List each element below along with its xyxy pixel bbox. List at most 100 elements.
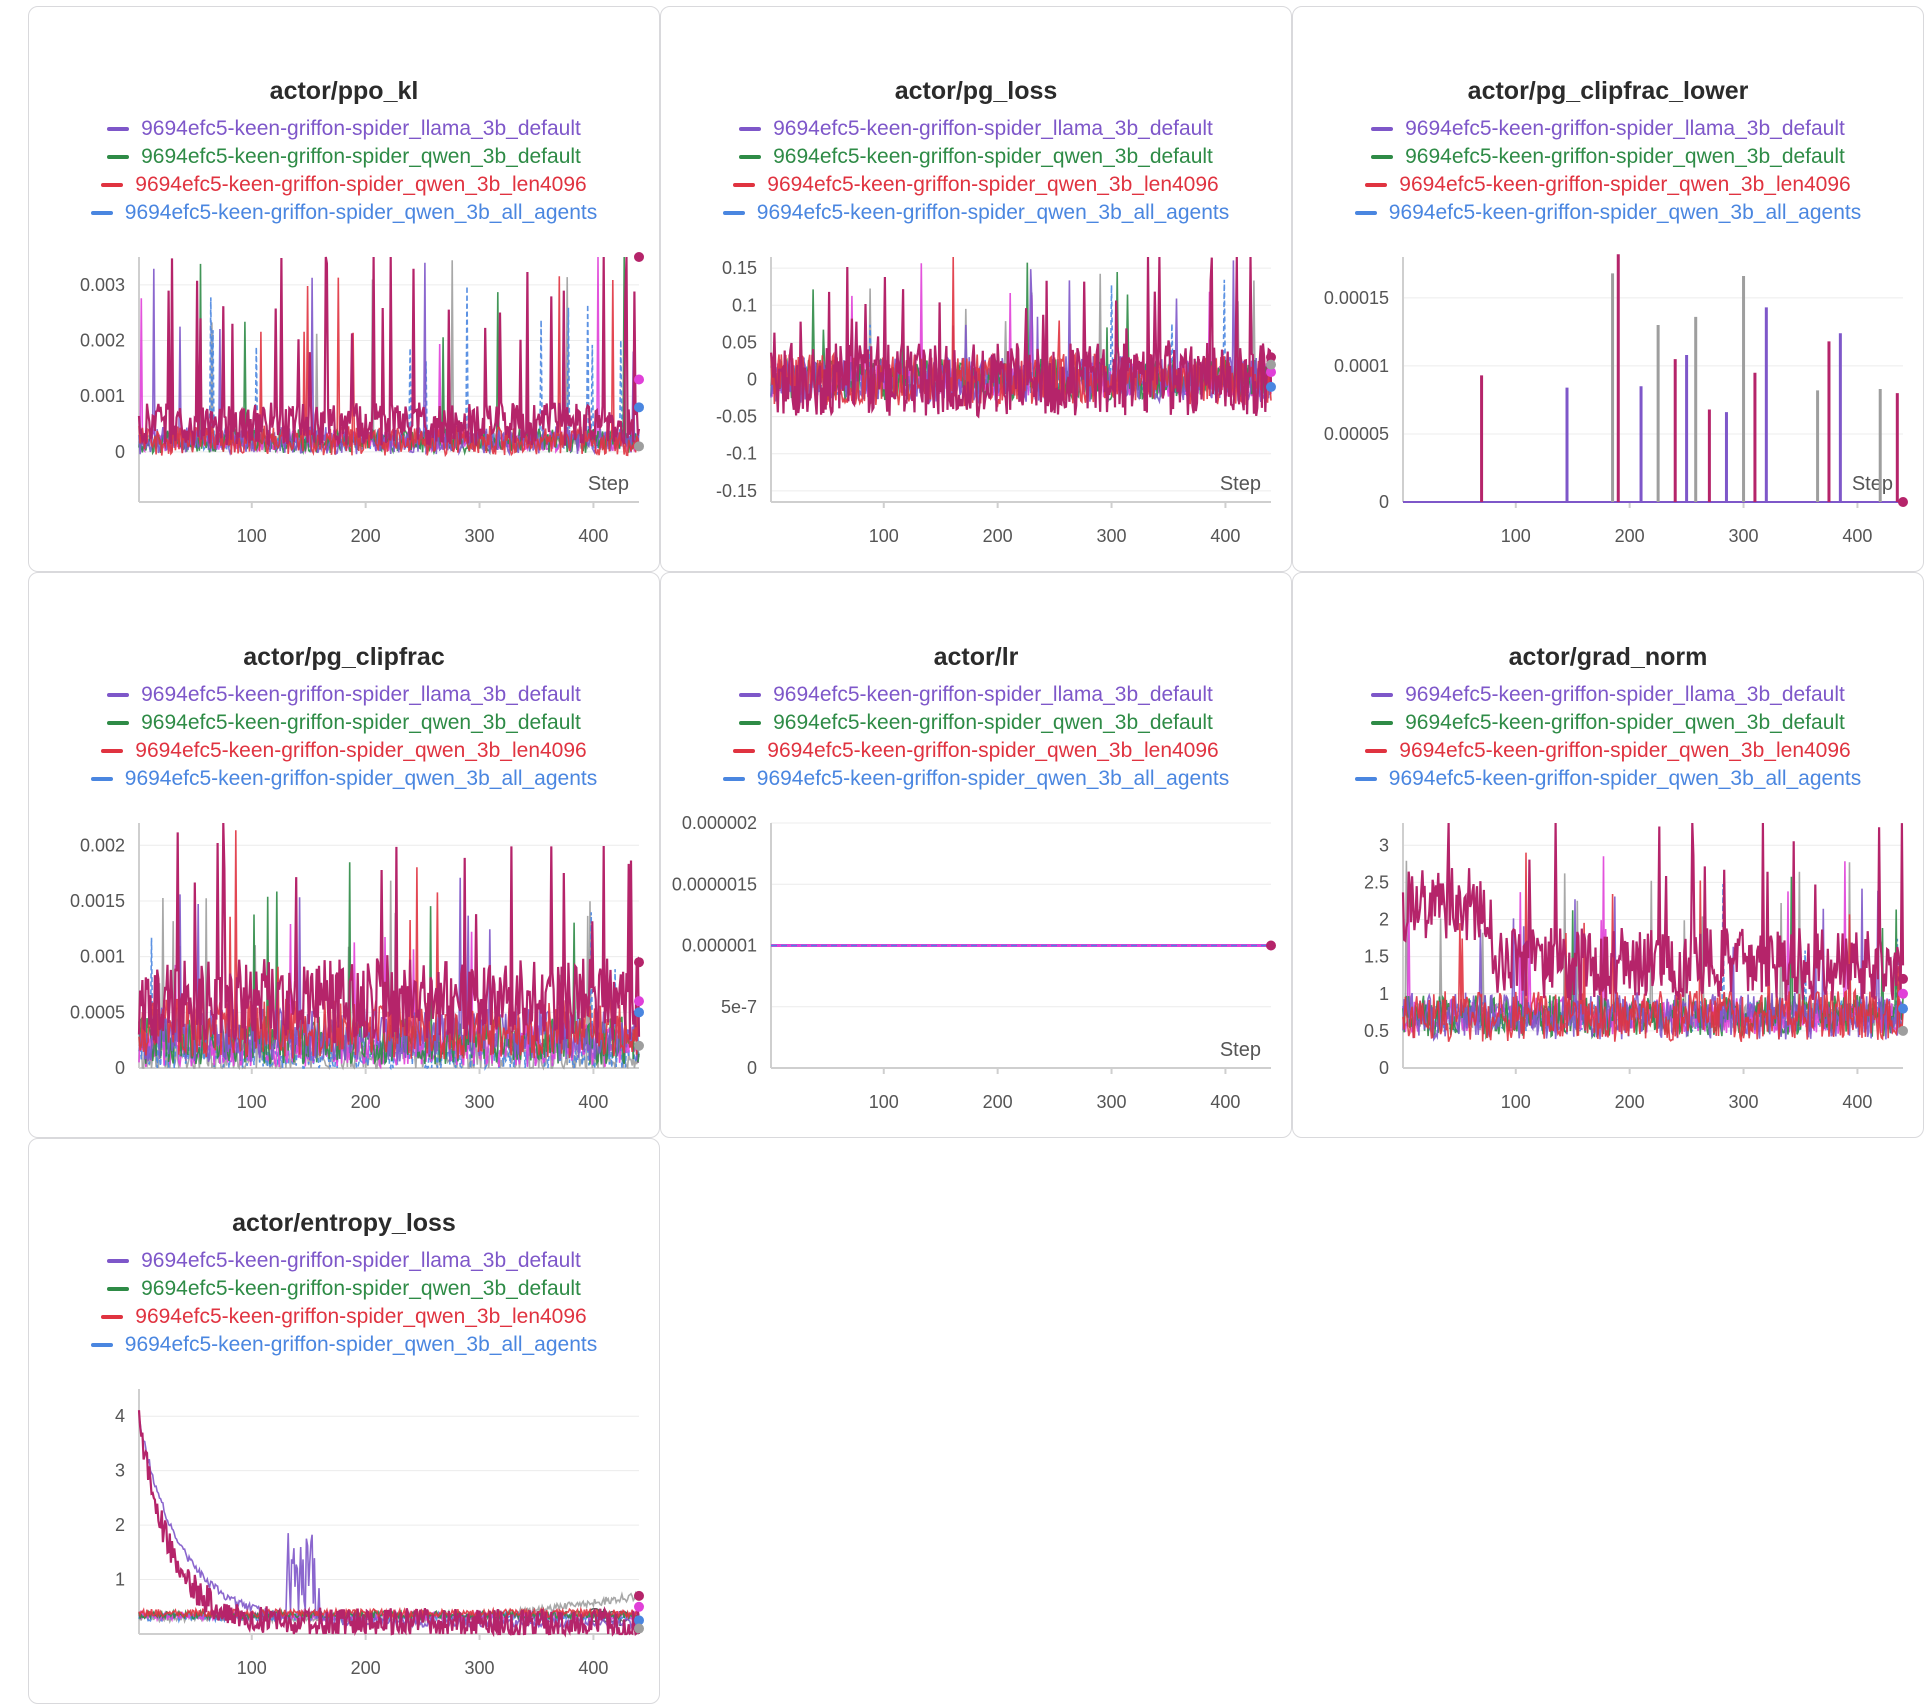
x-tick-label: 300 bbox=[1729, 526, 1759, 546]
chart-title: actor/pg_clipfrac_lower bbox=[1467, 77, 1749, 105]
legend-item[interactable]: 9694efc5-keen-griffon-spider_qwen_3b_len… bbox=[1293, 171, 1923, 199]
legend-item[interactable]: 9694efc5-keen-griffon-spider_qwen_3b_all… bbox=[1293, 765, 1923, 793]
series-end-point[interactable] bbox=[1898, 497, 1908, 507]
x-tick-label: 400 bbox=[1210, 1092, 1240, 1112]
y-tick-label: 0.002 bbox=[80, 835, 125, 855]
chart-legend: 9694efc5-keen-griffon-spider_llama_3b_de… bbox=[1293, 115, 1923, 227]
x-tick-label: 400 bbox=[578, 526, 608, 546]
y-tick-label: 0.0001 bbox=[1334, 356, 1389, 376]
series-end-point[interactable] bbox=[634, 1623, 644, 1634]
legend-item[interactable]: 9694efc5-keen-griffon-spider_qwen_3b_def… bbox=[661, 709, 1291, 737]
legend-swatch bbox=[739, 693, 762, 698]
x-tick-label: 400 bbox=[578, 1092, 608, 1112]
x-tick-label: 100 bbox=[869, 526, 899, 546]
series-end-point[interactable] bbox=[634, 1007, 644, 1018]
legend-swatch bbox=[1365, 183, 1388, 188]
legend-item[interactable]: 9694efc5-keen-griffon-spider_qwen_3b_all… bbox=[29, 765, 659, 793]
y-tick-label: 2 bbox=[1379, 910, 1389, 930]
legend-item[interactable]: 9694efc5-keen-griffon-spider_qwen_3b_def… bbox=[29, 709, 659, 737]
legend-swatch bbox=[107, 127, 130, 132]
series-end-point[interactable] bbox=[1898, 1003, 1908, 1014]
legend-item[interactable]: 9694efc5-keen-griffon-spider_llama_3b_de… bbox=[1293, 681, 1923, 709]
legend-item[interactable]: 9694efc5-keen-griffon-spider_qwen_3b_def… bbox=[29, 1275, 659, 1303]
series-end-point[interactable] bbox=[634, 1040, 644, 1051]
x-tick-label: 400 bbox=[1842, 526, 1872, 546]
legend-item[interactable]: 9694efc5-keen-griffon-spider_qwen_3b_all… bbox=[29, 1331, 659, 1359]
y-tick-label: 1 bbox=[115, 1570, 125, 1590]
x-tick-label: 300 bbox=[1729, 1092, 1759, 1112]
series-end-point[interactable] bbox=[1266, 359, 1276, 370]
y-tick-label: 0.001 bbox=[80, 947, 125, 967]
y-tick-label: -0.1 bbox=[726, 444, 757, 464]
chart-title: actor/grad_norm bbox=[1508, 643, 1708, 671]
x-tick-label: 300 bbox=[1097, 1092, 1127, 1112]
chart-plot: 0 0.001 0.002 0.003 100 200 300 400 Step bbox=[80, 252, 644, 546]
x-tick-label: 300 bbox=[465, 526, 495, 546]
legend-label: 9694efc5-keen-griffon-spider_qwen_3b_len… bbox=[135, 739, 587, 762]
series-end-point[interactable] bbox=[1266, 352, 1276, 363]
legend-item[interactable]: 9694efc5-keen-griffon-spider_llama_3b_de… bbox=[661, 115, 1291, 143]
chart-legend: 9694efc5-keen-griffon-spider_llama_3b_de… bbox=[661, 115, 1291, 227]
legend-item[interactable]: 9694efc5-keen-griffon-spider_qwen_3b_def… bbox=[661, 143, 1291, 171]
series-end-point[interactable] bbox=[634, 252, 644, 262]
legend-item[interactable]: 9694efc5-keen-griffon-spider_qwen_3b_def… bbox=[1293, 709, 1923, 737]
x-tick-label: 100 bbox=[237, 1658, 267, 1678]
legend-item[interactable]: 9694efc5-keen-griffon-spider_qwen_3b_def… bbox=[29, 143, 659, 171]
legend-item[interactable]: 9694efc5-keen-griffon-spider_qwen_3b_len… bbox=[661, 737, 1291, 765]
x-tick-label: 100 bbox=[1501, 1092, 1531, 1112]
series-line bbox=[1402, 852, 1904, 1043]
x-tick-label: 200 bbox=[351, 526, 381, 546]
series-end-point[interactable] bbox=[634, 1615, 644, 1626]
legend-item[interactable]: 9694efc5-keen-griffon-spider_qwen_3b_all… bbox=[1293, 199, 1923, 227]
legend-swatch bbox=[722, 211, 745, 216]
legend-item[interactable]: 9694efc5-keen-griffon-spider_qwen_3b_len… bbox=[1293, 737, 1923, 765]
series-end-point[interactable] bbox=[634, 441, 644, 452]
series-end-point[interactable] bbox=[1898, 973, 1908, 984]
legend-item[interactable]: 9694efc5-keen-griffon-spider_qwen_3b_len… bbox=[29, 171, 659, 199]
legend-item[interactable]: 9694efc5-keen-griffon-spider_qwen_3b_all… bbox=[661, 199, 1291, 227]
series-end-point[interactable] bbox=[634, 1590, 644, 1601]
legend-label: 9694efc5-keen-griffon-spider_qwen_3b_def… bbox=[773, 145, 1213, 168]
legend-item[interactable]: 9694efc5-keen-griffon-spider_qwen_3b_def… bbox=[1293, 143, 1923, 171]
legend-item[interactable]: 9694efc5-keen-griffon-spider_llama_3b_de… bbox=[661, 681, 1291, 709]
legend-swatch bbox=[107, 1259, 130, 1264]
series-end-point[interactable] bbox=[634, 402, 644, 413]
series-line bbox=[137, 256, 641, 448]
series-end-point[interactable] bbox=[634, 374, 644, 385]
legend-label: 9694efc5-keen-griffon-spider_qwen_3b_def… bbox=[1405, 145, 1845, 168]
series-end-point[interactable] bbox=[634, 1601, 644, 1612]
series-end-point[interactable] bbox=[634, 957, 644, 968]
y-tick-label: 0 bbox=[115, 1058, 125, 1078]
series-end-point[interactable] bbox=[1266, 381, 1276, 392]
y-tick-label: 4 bbox=[115, 1406, 125, 1426]
series-end-point[interactable] bbox=[1266, 940, 1276, 951]
legend-label: 9694efc5-keen-griffon-spider_llama_3b_de… bbox=[1405, 117, 1845, 140]
series-end-point[interactable] bbox=[1898, 1025, 1908, 1036]
legend-item[interactable]: 9694efc5-keen-griffon-spider_llama_3b_de… bbox=[29, 681, 659, 709]
x-axis-label: Step bbox=[588, 473, 629, 495]
legend-item[interactable]: 9694efc5-keen-griffon-spider_qwen_3b_all… bbox=[29, 199, 659, 227]
legend-swatch bbox=[107, 693, 130, 698]
chart-title: actor/ppo_kl bbox=[269, 77, 419, 105]
series-end-point[interactable] bbox=[1898, 988, 1908, 999]
x-tick-label: 100 bbox=[237, 526, 267, 546]
legend-item[interactable]: 9694efc5-keen-griffon-spider_qwen_3b_len… bbox=[29, 737, 659, 765]
x-tick-label: 100 bbox=[1501, 526, 1531, 546]
chart-panel: actor/pg_clipfrac 9694efc5-keen-griffon-s… bbox=[28, 572, 660, 1138]
legend-item[interactable]: 9694efc5-keen-griffon-spider_llama_3b_de… bbox=[29, 115, 659, 143]
y-tick-label: 0.05 bbox=[722, 332, 757, 352]
x-tick-label: 400 bbox=[578, 1658, 608, 1678]
series-line bbox=[137, 822, 641, 1044]
series-end-point[interactable] bbox=[1266, 367, 1276, 378]
legend-label: 9694efc5-keen-griffon-spider_qwen_3b_all… bbox=[1388, 767, 1862, 790]
y-tick-label: -0.05 bbox=[716, 407, 757, 427]
y-tick-label: 0.0005 bbox=[70, 1002, 125, 1022]
chart-legend: 9694efc5-keen-griffon-spider_llama_3b_de… bbox=[29, 681, 659, 793]
legend-item[interactable]: 9694efc5-keen-griffon-spider_qwen_3b_all… bbox=[661, 765, 1291, 793]
legend-item[interactable]: 9694efc5-keen-griffon-spider_qwen_3b_len… bbox=[661, 171, 1291, 199]
legend-item[interactable]: 9694efc5-keen-griffon-spider_llama_3b_de… bbox=[1293, 115, 1923, 143]
legend-swatch bbox=[1371, 693, 1394, 698]
legend-item[interactable]: 9694efc5-keen-griffon-spider_qwen_3b_len… bbox=[29, 1303, 659, 1331]
series-end-point[interactable] bbox=[634, 996, 644, 1007]
legend-item[interactable]: 9694efc5-keen-griffon-spider_llama_3b_de… bbox=[29, 1247, 659, 1275]
